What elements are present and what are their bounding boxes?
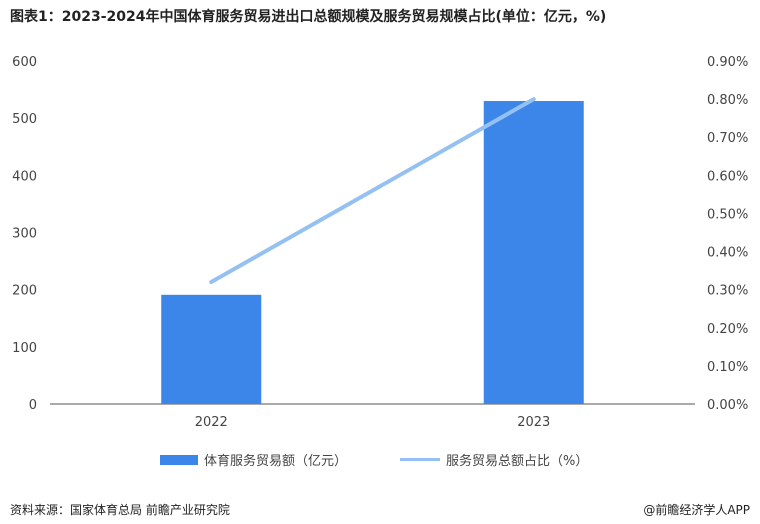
share-line [209,97,536,285]
bar-series [161,101,584,405]
right-tick-label: 0.30% [707,284,748,299]
right-tick-label: 0.10% [707,360,748,375]
right-tick-label: 0.50% [707,207,748,222]
left-tick-label: 400 [12,169,37,184]
legend-item-line: 服务贸易总额占比（%） [400,450,588,469]
bar-2023 [483,101,584,405]
right-tick-label: 0.00% [707,398,748,413]
legend-bar-swatch [160,454,198,465]
legend-line-swatch [400,458,440,461]
left-tick-label: 300 [12,227,37,242]
right-tick-label: 0.90% [707,55,748,70]
x-tick-label: 2023 [517,415,550,430]
legend-item-bar: 体育服务贸易额（亿元） [160,450,347,469]
right-tick-label: 0.20% [707,322,748,337]
source-note: 资料来源：国家体育总局 前瞻产业研究院 [10,503,230,517]
left-tick-label: 500 [12,112,37,127]
left-tick-label: 0 [29,398,37,413]
right-tick-label: 0.60% [707,169,748,184]
chart-title: 图表1：2023-2024年中国体育服务贸易进出口总额规模及服务贸易规模占比(单… [10,9,607,25]
legend-line-label: 服务贸易总额占比（%） [446,454,589,469]
x-axis-ticks: 2022 2023 [195,415,551,430]
left-tick-label: 600 [12,55,37,70]
left-tick-label: 200 [12,284,37,299]
legend: 体育服务贸易额（亿元） 服务贸易总额占比（%） [0,450,760,470]
left-axis-ticks: 0 100 200 300 400 500 600 [12,55,37,413]
line-series [209,97,536,285]
chart-area: 0 100 200 300 400 500 600 0.00% 0.10% 0.20% 0.30%… [12,55,748,430]
bar-2022 [161,294,262,404]
legend-bar-label: 体育服务贸易额（亿元） [204,454,348,469]
right-tick-label: 0.70% [707,131,748,146]
right-tick-label: 0.80% [707,93,748,108]
right-tick-label: 0.40% [707,246,748,261]
left-tick-label: 100 [12,341,37,356]
right-axis-ticks: 0.00% 0.10% 0.20% 0.30% 0.40% 0.50% 0.60% 0.70%… [707,55,748,413]
x-tick-label: 2022 [195,415,228,430]
brand-credit: @前瞻经济学人APP [643,503,750,517]
